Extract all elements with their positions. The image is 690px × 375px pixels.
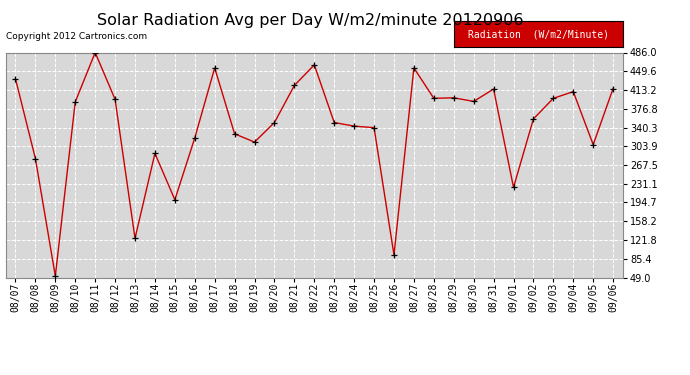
Text: Solar Radiation Avg per Day W/m2/minute 20120906: Solar Radiation Avg per Day W/m2/minute … [97, 13, 524, 28]
Text: Radiation  (W/m2/Minute): Radiation (W/m2/Minute) [468, 29, 609, 39]
Text: Copyright 2012 Cartronics.com: Copyright 2012 Cartronics.com [6, 32, 147, 41]
